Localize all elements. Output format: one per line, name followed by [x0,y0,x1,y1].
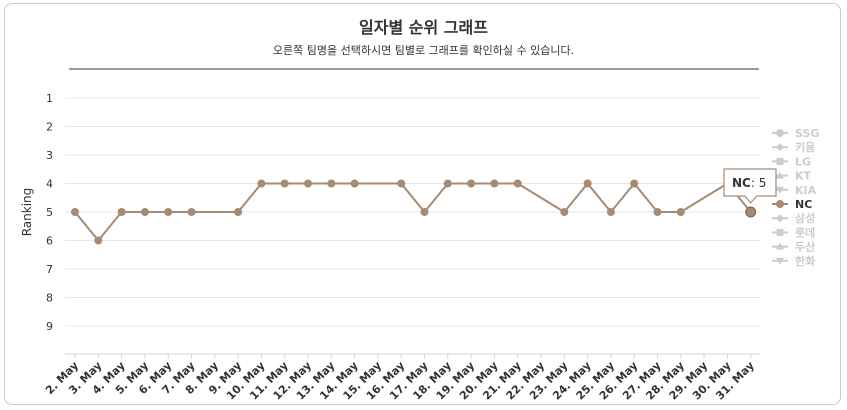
data-point [606,208,615,216]
legend-marker-icon [776,186,784,194]
y-tick-label: 3 [46,149,53,162]
legend-marker-icon [776,157,784,165]
y-tick-label: 4 [46,178,53,191]
data-point [443,179,452,188]
legend-item-kia[interactable]: KIA [772,184,817,197]
legend-item-nc[interactable]: NC [772,198,812,211]
data-point [257,179,266,188]
y-tick-label: 8 [46,292,53,305]
y-tick-label: 2 [46,121,53,134]
legend-label: 롯데 [795,225,815,239]
data-point [513,179,522,188]
data-point [490,179,499,188]
series-nc[interactable] [71,179,757,245]
legend-marker-icon [776,228,784,236]
data-point [397,179,406,188]
y-tick-label: 7 [46,263,53,276]
legend-item-롯데[interactable]: 롯데 [772,225,815,239]
legend-label: NC [795,198,812,211]
data-point [94,236,103,245]
legend-marker-icon [776,171,784,179]
data-point [140,208,149,216]
y-axis-label: Ranking [20,188,34,237]
y-tick-label: 5 [46,206,53,219]
legend-item-키움[interactable]: 키움 [772,140,815,154]
legend-item-lg[interactable]: LG [772,155,811,168]
data-point [350,179,359,188]
data-point [676,208,685,216]
data-point [304,179,312,188]
legend-item-삼성[interactable]: 삼성 [772,211,815,225]
legend-item-두산[interactable]: 두산 [772,240,815,254]
legend-label: LG [795,155,811,168]
tooltip-text: NC: 5 [732,176,766,190]
legend-label: KT [795,170,812,183]
data-point [164,208,173,216]
data-point [420,208,429,216]
chart-title: 일자별 순위 그래프 [359,18,488,37]
legend-label: 한화 [795,254,815,268]
tooltip-series: NC [732,176,751,190]
legend-marker-icon [776,200,784,208]
data-point [234,208,243,216]
y-tick-label: 9 [46,320,53,333]
tooltip-box [723,168,777,204]
legend-label: 키움 [795,140,815,154]
legend-item-ssg[interactable]: SSG [772,127,819,140]
legend-marker-icon [776,214,784,223]
tooltip: NC: 5 [723,168,777,204]
legend-label: SSG [795,127,819,140]
legend-item-kt[interactable]: KT [772,170,812,183]
tooltip-value: : 5 [751,176,767,190]
legend-label: KIA [795,184,817,197]
legend-marker-icon [776,143,784,152]
data-point [583,179,592,188]
legend-marker-icon [776,242,784,250]
data-point [745,206,757,218]
legend-label: 두산 [795,240,815,254]
chart-subtitle: 오른쪽 팀명을 선택하시면 팀별로 그래프를 확인하실 수 있습니다. [272,44,575,57]
y-tick-label: 1 [46,92,53,105]
y-tick-label: 6 [46,235,53,248]
chart-frame [4,3,841,405]
data-point [280,179,289,188]
y-tick-labels: 1 2 3 4 5 6 7 8 9 [46,92,53,333]
legend-marker-icon [776,257,784,265]
legend-item-한화[interactable]: 한화 [772,254,815,268]
data-point [327,179,336,188]
data-point [467,179,476,188]
data-point [560,208,569,216]
data-point [630,179,639,188]
data-point [653,208,662,216]
data-point [187,208,196,216]
data-point [71,208,79,216]
data-point [117,208,126,216]
legend-label: 삼성 [795,211,815,225]
legend-marker-icon [776,129,784,137]
